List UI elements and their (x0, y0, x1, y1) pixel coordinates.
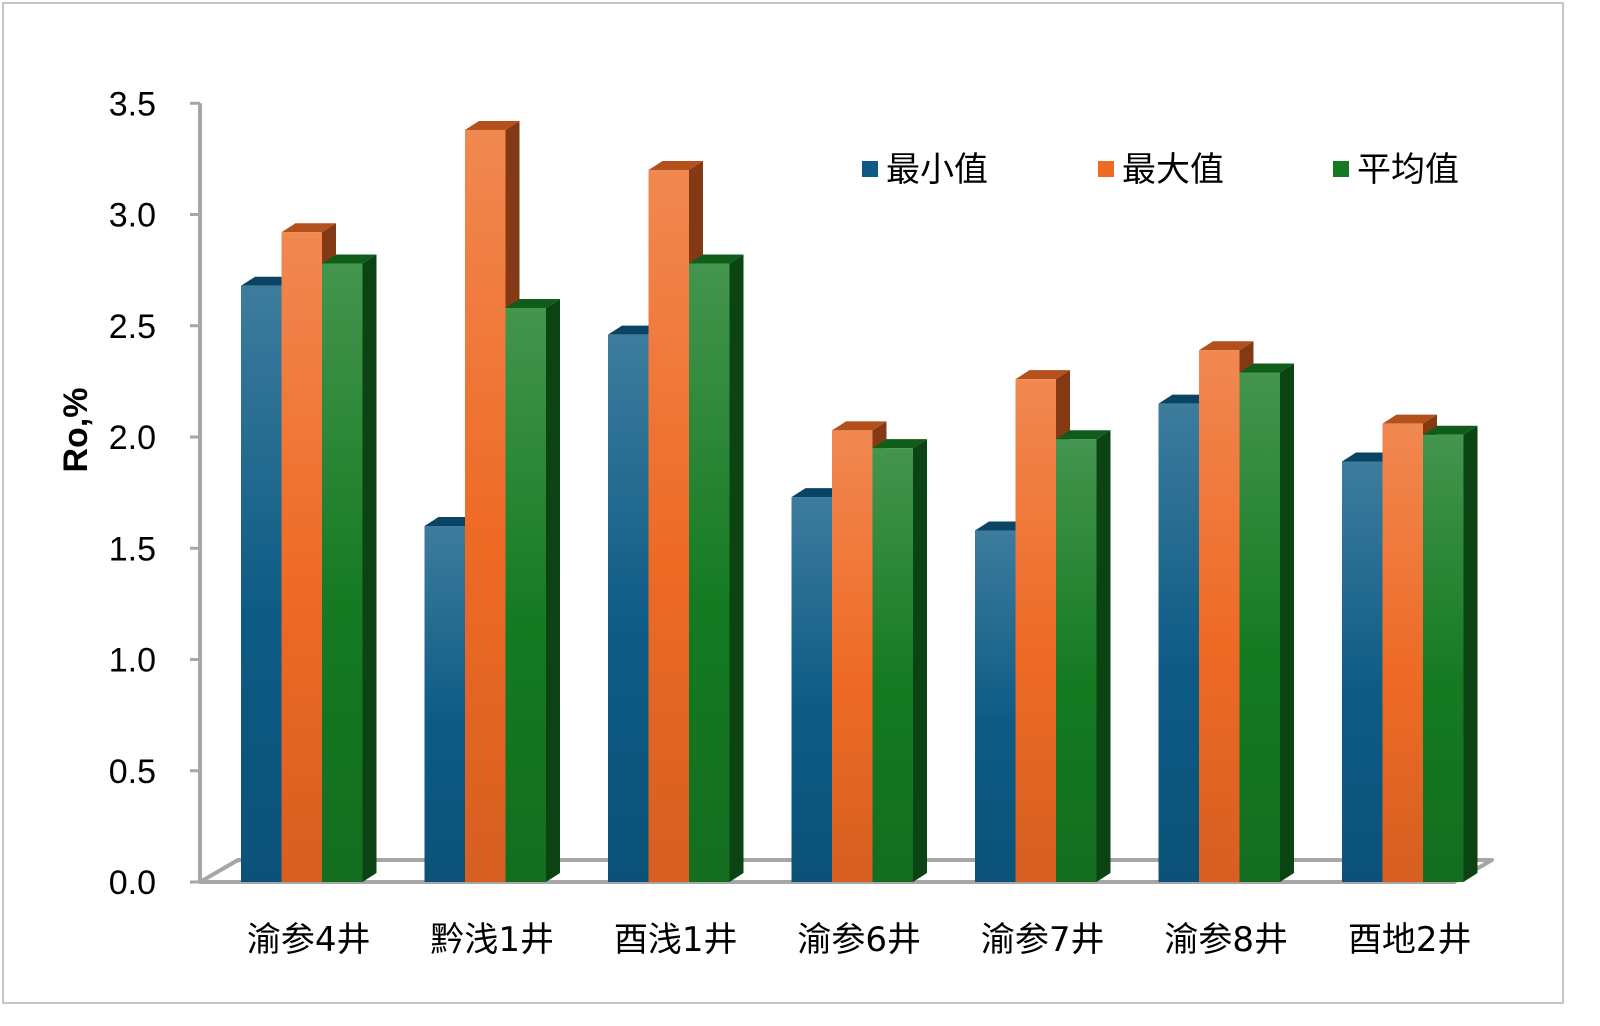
y-tick-label: 3.5 (109, 85, 156, 123)
legend-swatch (1098, 161, 1114, 177)
legend-item: 平均值 (1333, 150, 1459, 190)
legend-label: 最大值 (1122, 150, 1224, 190)
bars (241, 120, 1478, 883)
bar (872, 439, 927, 882)
y-tick-label: 2.5 (109, 308, 156, 346)
bar (322, 254, 377, 882)
bar (1056, 430, 1111, 882)
x-category-label: 渝参8井 (1164, 920, 1288, 960)
legend-swatch (862, 161, 878, 177)
x-category-label: 酉浅1井 (614, 920, 738, 960)
bar (1239, 363, 1294, 883)
legend-item: 最大值 (1098, 150, 1224, 190)
legend-item: 最小值 (862, 150, 988, 190)
y-tick-label: 0.0 (109, 864, 156, 902)
x-category-label: 渝参4井 (247, 920, 371, 960)
x-category-label: 黔浅1井 (430, 920, 554, 960)
y-tick-label: 2.0 (109, 419, 156, 457)
legend-swatch (1333, 161, 1349, 177)
y-tick-label: 1.0 (109, 642, 156, 680)
y-axis: 0.0 0.5 1.0 1.5 2.0 2.5 3.0 3.5 (109, 85, 202, 902)
x-axis-labels: 渝参4井 黔浅1井 酉浅1井 渝参6井 渝参7井 渝参8井 酉地2井 (247, 920, 1472, 960)
y-tick-label: 3.0 (109, 197, 156, 235)
bar (1423, 425, 1478, 882)
x-category-label: 渝参6井 (797, 920, 921, 960)
y-tick-label: 0.5 (109, 753, 156, 791)
x-category-label: 渝参7井 (981, 920, 1105, 960)
bar (505, 298, 560, 882)
x-category-label: 酉地2井 (1348, 920, 1472, 960)
y-axis-title: Ro,% (57, 388, 95, 473)
legend-label: 平均值 (1357, 150, 1459, 190)
bar (689, 254, 744, 882)
legend-label: 最小值 (886, 150, 988, 190)
legend: 最小值 最大值 平均值 (862, 150, 1459, 190)
y-tick-label: 1.5 (109, 530, 156, 568)
